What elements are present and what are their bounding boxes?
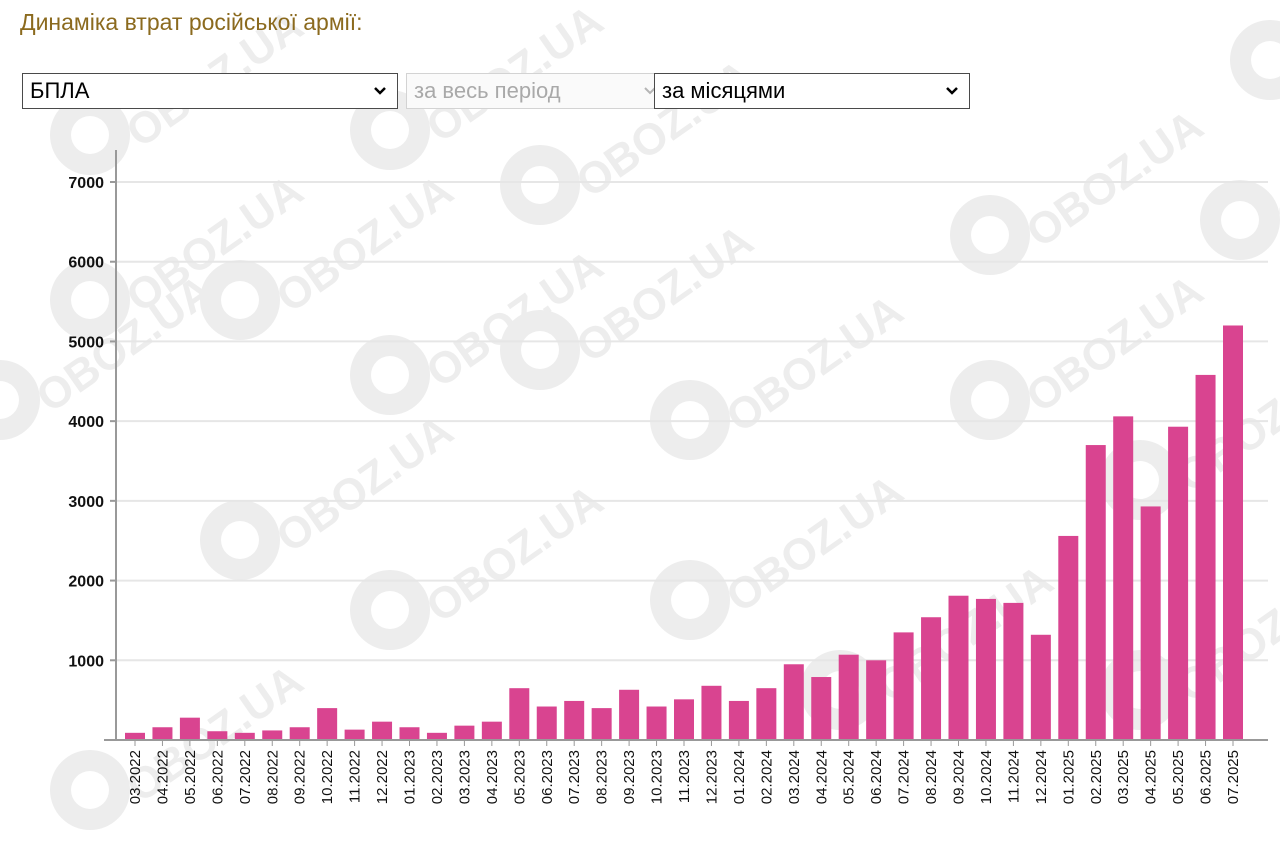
- bar: [728, 700, 749, 740]
- bar: [262, 730, 283, 740]
- bar: [1113, 416, 1134, 740]
- x-tick-label: 02.2024: [758, 750, 775, 804]
- bar: [619, 689, 640, 740]
- y-tick-label: 1000: [68, 653, 104, 670]
- x-tick-label: 03.2023: [456, 750, 473, 804]
- bar: [1030, 634, 1051, 740]
- x-tick-label: 04.2022: [154, 750, 171, 804]
- bar: [372, 721, 393, 740]
- bar: [1195, 374, 1216, 740]
- bar: [179, 717, 200, 740]
- bar: [866, 660, 887, 740]
- bar: [536, 706, 557, 740]
- bar: [481, 721, 502, 740]
- x-tick-label: 10.2023: [649, 750, 666, 804]
- period-select[interactable]: за весь період: [406, 73, 668, 109]
- grouping-select-value: за місяцями: [662, 78, 786, 103]
- bar: [234, 732, 255, 740]
- x-tick-label: 02.2025: [1088, 750, 1105, 804]
- bar: [1168, 426, 1189, 740]
- x-tick-label: 05.2025: [1170, 750, 1187, 804]
- x-tick-label: 01.2023: [402, 750, 419, 804]
- x-tick-label: 09.2022: [292, 750, 309, 804]
- bar: [454, 725, 475, 740]
- category-select[interactable]: БПЛА: [22, 73, 398, 109]
- x-tick-label: 11.2022: [347, 750, 364, 803]
- bar: [125, 732, 145, 740]
- bar: [564, 700, 585, 740]
- x-tick-label: 04.2025: [1143, 750, 1160, 804]
- bar: [701, 685, 722, 740]
- bar: [948, 595, 969, 740]
- x-tick-label: 07.2025: [1225, 750, 1242, 804]
- x-tick-label: 06.2025: [1198, 750, 1215, 804]
- x-tick-label: 05.2023: [511, 750, 528, 804]
- x-tick-label: 01.2024: [731, 750, 748, 804]
- chevron-down-icon: [946, 87, 958, 95]
- x-tick-label: 06.2023: [539, 750, 556, 804]
- x-tick-label: 04.2024: [813, 750, 830, 804]
- grouping-select[interactable]: за місяцями: [654, 73, 970, 109]
- bar: [674, 699, 694, 740]
- bar: [207, 731, 228, 740]
- x-tick-label: 07.2024: [896, 750, 913, 804]
- x-tick-label: 10.2022: [319, 750, 336, 804]
- x-tick-label: 01.2025: [1060, 750, 1077, 804]
- bar: [591, 708, 612, 740]
- y-tick-label: 7000: [68, 175, 104, 192]
- x-tick-label: 12.2023: [703, 750, 720, 804]
- x-tick-label: 11.2024: [1005, 750, 1022, 803]
- x-tick-label: 02.2023: [429, 750, 446, 804]
- x-tick-label: 08.2023: [594, 750, 611, 804]
- bar: [1058, 535, 1079, 740]
- x-tick-label: 12.2024: [1033, 750, 1050, 804]
- x-tick-label: 08.2022: [264, 750, 281, 804]
- bar: [1140, 506, 1161, 740]
- bar: [289, 727, 310, 740]
- x-tick-label: 06.2024: [868, 750, 885, 804]
- y-tick-label: 6000: [68, 255, 104, 272]
- x-tick-label: 10.2024: [978, 750, 995, 804]
- x-tick-label: 03.2024: [786, 750, 803, 804]
- y-tick-label: 2000: [68, 574, 104, 591]
- bar: [509, 688, 530, 740]
- y-tick-label: 4000: [68, 414, 104, 431]
- bar: [783, 664, 804, 740]
- period-select-value: за весь період: [414, 78, 561, 103]
- bar: [893, 632, 914, 740]
- y-tick-label: 5000: [68, 334, 104, 351]
- x-tick-label: 07.2023: [566, 750, 583, 804]
- x-tick-label: 05.2022: [182, 750, 199, 804]
- page-title: Динаміка втрат російської армії:: [20, 9, 363, 35]
- bar: [152, 727, 173, 740]
- bar: [838, 654, 859, 740]
- x-tick-label: 12.2022: [374, 750, 391, 804]
- x-tick-label: 06.2022: [209, 750, 226, 804]
- bar: [344, 729, 365, 740]
- chevron-down-icon: [374, 87, 386, 95]
- bar: [756, 688, 777, 740]
- bar: [399, 727, 420, 740]
- x-tick-label: 09.2024: [951, 750, 968, 804]
- bar: [811, 677, 832, 740]
- bar: [646, 706, 667, 740]
- category-select-value: БПЛА: [30, 78, 90, 103]
- bar: [975, 598, 996, 740]
- x-tick-label: 09.2023: [621, 750, 638, 804]
- bar: [1085, 445, 1106, 740]
- bar: [921, 617, 942, 740]
- x-tick-label: 03.2025: [1115, 750, 1132, 804]
- x-tick-label: 04.2023: [484, 750, 501, 804]
- bar: [1003, 602, 1024, 740]
- x-tick-label: 05.2024: [841, 750, 858, 804]
- y-tick-label: 3000: [68, 494, 104, 511]
- x-tick-label: 03.2022: [127, 750, 144, 804]
- bar: [1223, 325, 1243, 740]
- x-tick-label: 08.2024: [923, 750, 940, 804]
- bar: [426, 732, 447, 740]
- x-tick-label: 11.2023: [676, 750, 693, 803]
- x-tick-label: 07.2022: [237, 750, 254, 804]
- bar: [317, 708, 338, 740]
